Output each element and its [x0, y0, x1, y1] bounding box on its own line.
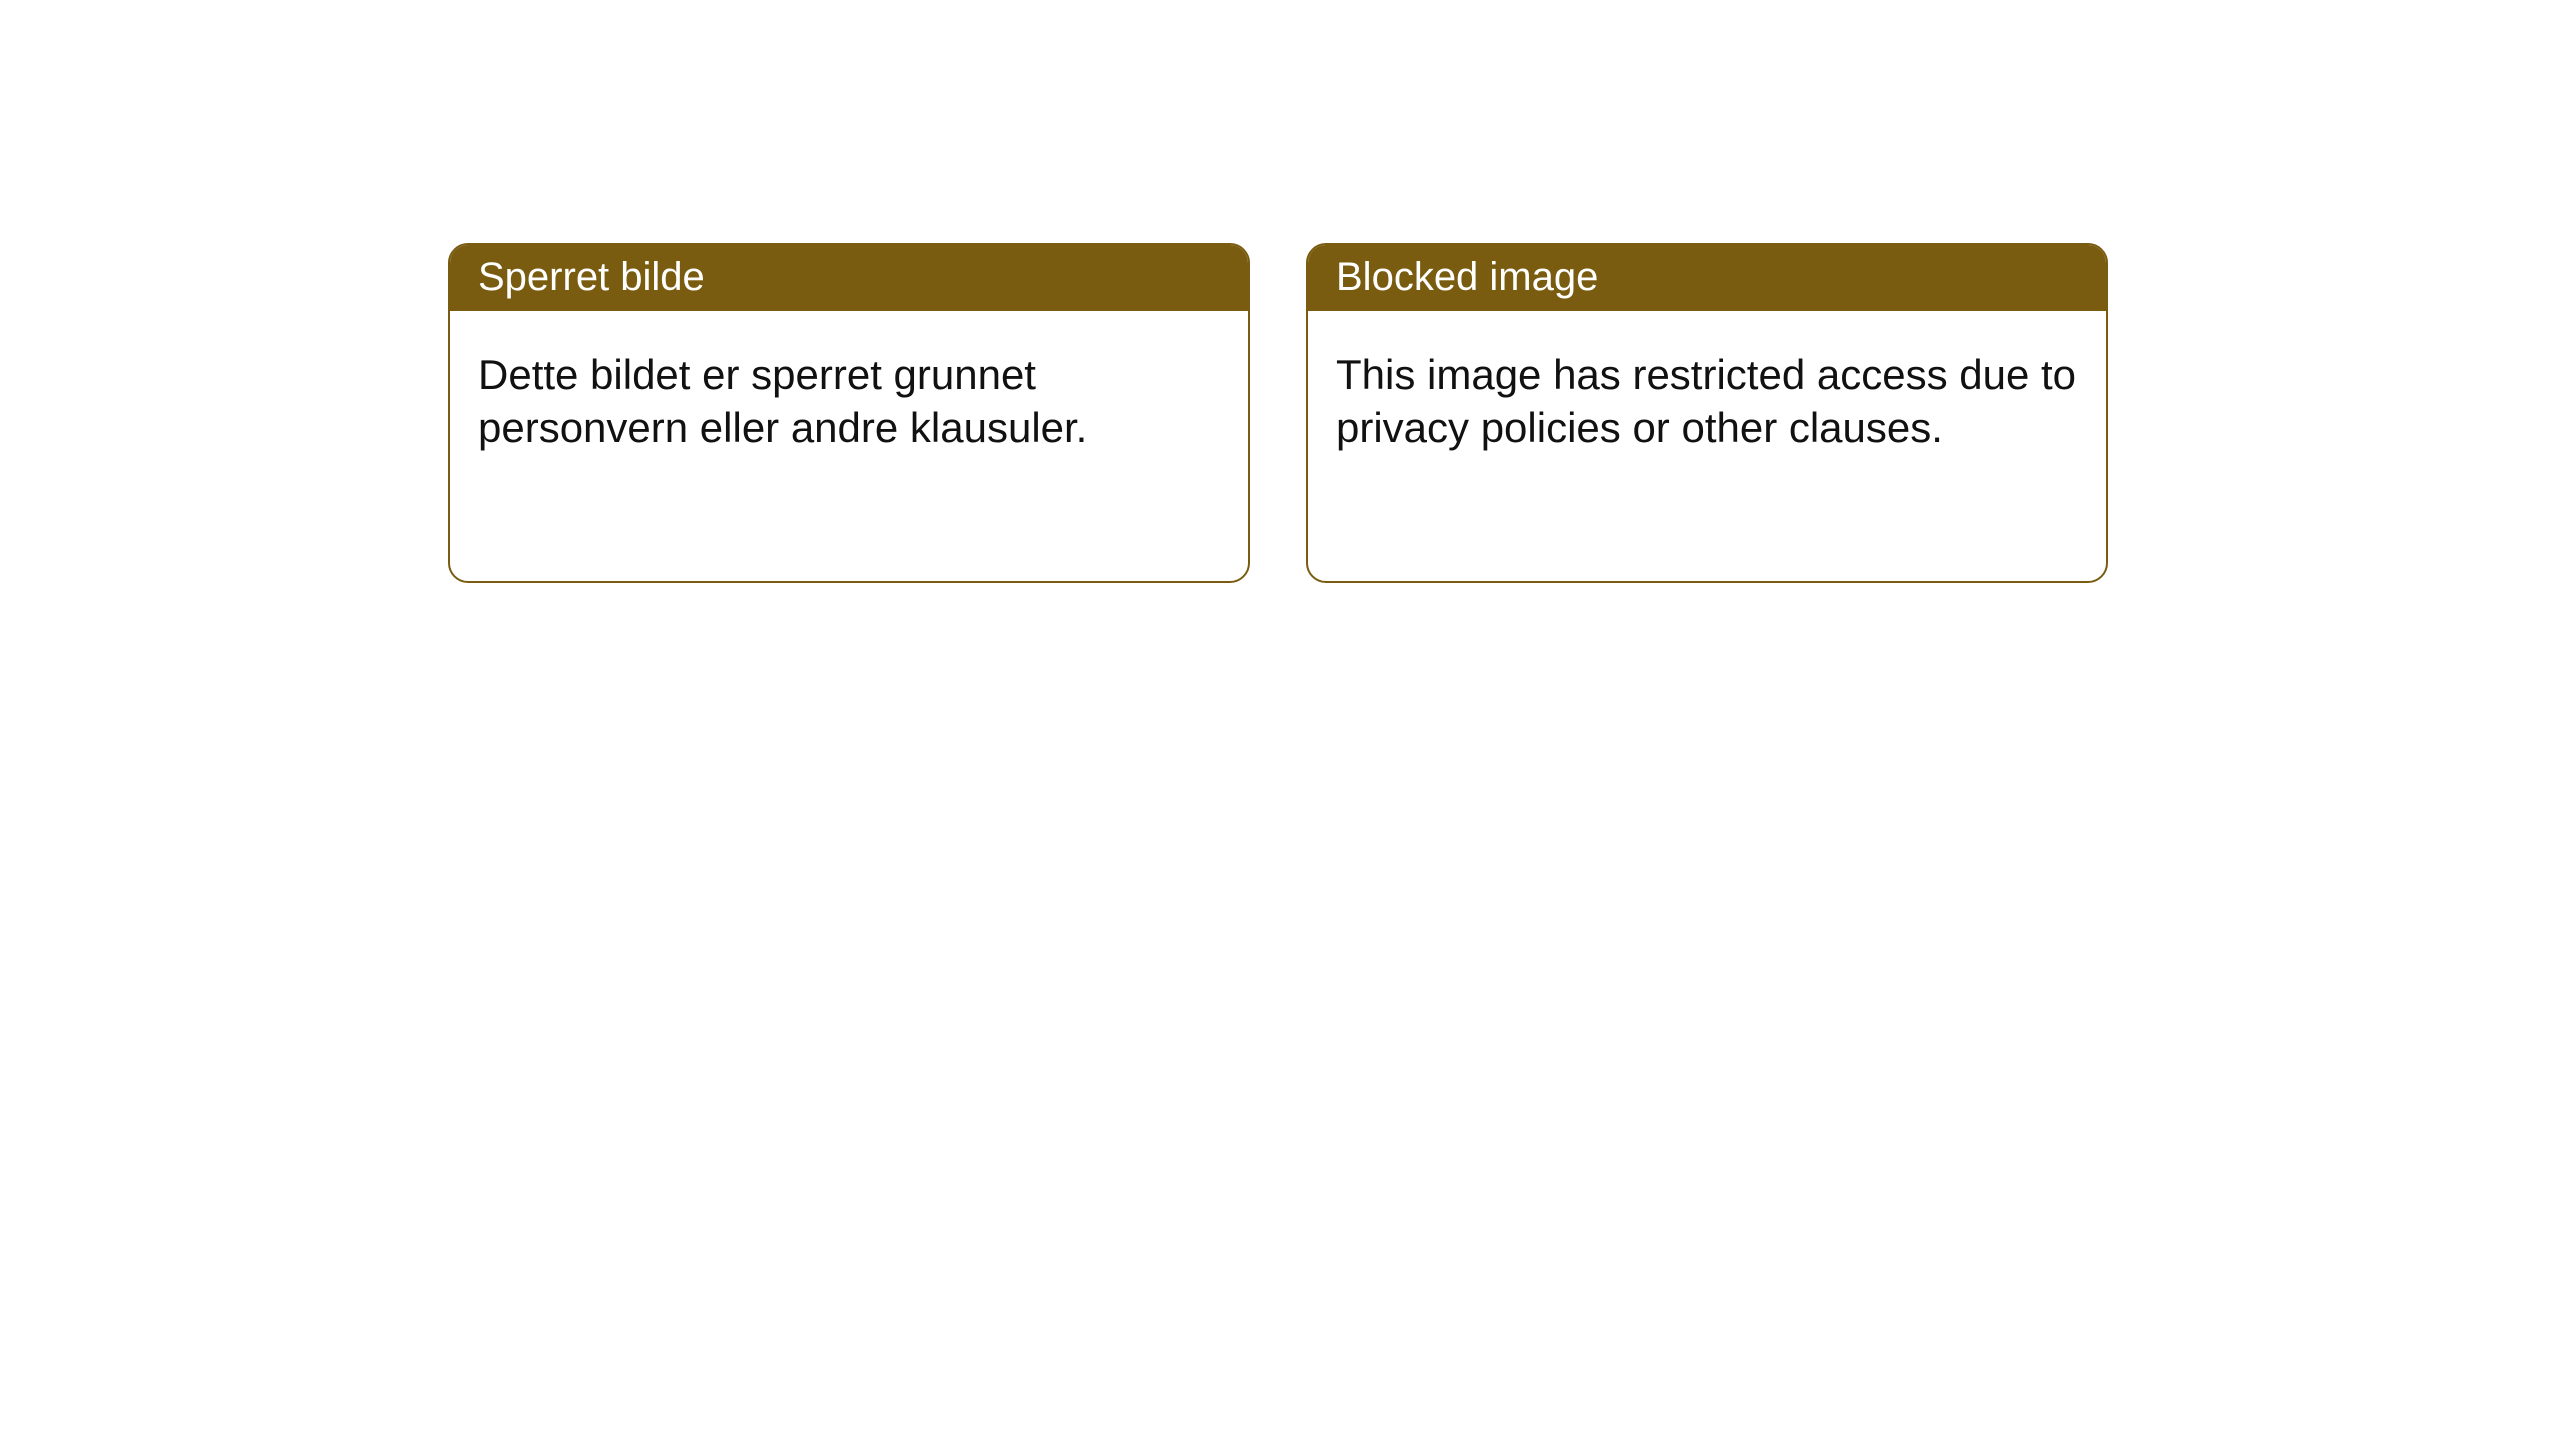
- notice-card-english: Blocked image This image has restricted …: [1306, 243, 2108, 583]
- notice-title: Blocked image: [1308, 245, 2106, 311]
- notice-title: Sperret bilde: [450, 245, 1248, 311]
- notice-card-norwegian: Sperret bilde Dette bildet er sperret gr…: [448, 243, 1250, 583]
- notice-body-text: Dette bildet er sperret grunnet personve…: [450, 311, 1248, 581]
- notice-container: Sperret bilde Dette bildet er sperret gr…: [448, 243, 2108, 583]
- notice-body-text: This image has restricted access due to …: [1308, 311, 2106, 581]
